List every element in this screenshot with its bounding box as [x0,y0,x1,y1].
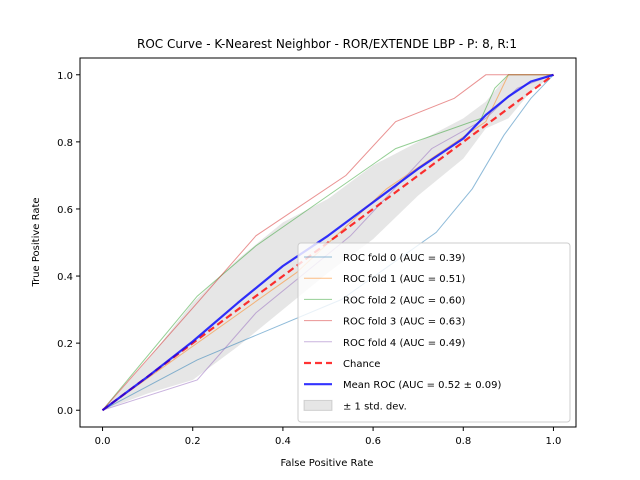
mean-roc-line [101,73,554,412]
legend: ROC fold 0 (AUC = 0.39) ROC fold 1 (AUC =… [297,242,571,423]
x-axis-ticks: 0.0 0.2 0.4 0.6 0.8 1.0 [95,427,562,447]
y-tick-label: 1.0 [57,71,73,82]
legend-entry-fold-3-label: ROC fold 3 (AUC = 0.63) [343,317,466,328]
x-tick-label: 0.6 [365,436,381,447]
x-tick-label: 1.0 [546,436,562,447]
legend-entry-chance-label: Chance [343,359,380,370]
roc-fold-0-line [102,74,554,411]
legend-entry-mean: Mean ROC (AUC = 0.52 ± 0.09) [304,380,501,391]
roc-fold-3-line [102,74,554,411]
legend-entry-fold-0-label: ROC fold 0 (AUC = 0.39) [343,253,466,264]
x-axis-label: False Positive Rate [281,458,374,469]
y-tick-label: 0.4 [57,272,73,283]
y-tick-label: 0.2 [57,339,73,350]
legend-entry-fold-4: ROC fold 4 (AUC = 0.49) [304,338,466,349]
legend-entry-chance: Chance [304,359,380,370]
x-tick-label: 0.0 [95,436,111,447]
chart-title: ROC Curve - K-Nearest Neighbor - ROR/EXT… [137,37,517,51]
roc-fold-2-line [102,74,554,411]
x-tick-label: 0.4 [275,436,291,447]
y-tick-label: 0.6 [57,205,73,216]
plot-frame [79,57,577,428]
legend-entry-fold-2-label: ROC fold 2 (AUC = 0.60) [343,295,466,306]
legend-entry-fold-2: ROC fold 2 (AUC = 0.60) [304,295,466,306]
y-axis-label: True Positive Rate [31,197,42,287]
legend-entry-std: ± 1 std. dev. [303,399,407,412]
y-tick-label: 0.0 [57,406,73,417]
y-axis-ticks: 0.0 0.2 0.4 0.6 0.8 1.0 [57,71,80,417]
legend-entry-fold-0: ROC fold 0 (AUC = 0.39) [304,253,466,264]
x-tick-label: 0.8 [455,436,471,447]
legend-entry-std-label: ± 1 std. dev. [343,401,407,412]
legend-entry-fold-4-label: ROC fold 4 (AUC = 0.49) [343,338,466,349]
x-tick-label: 0.2 [185,436,201,447]
legend-box [297,242,571,423]
legend-entry-fold-3: ROC fold 3 (AUC = 0.63) [304,317,466,328]
legend-entry-mean-label: Mean ROC (AUC = 0.52 ± 0.09) [343,380,501,391]
legend-entry-std-swatch [303,399,333,411]
y-tick-label: 0.8 [57,138,73,149]
legend-entry-fold-1-label: ROC fold 1 (AUC = 0.51) [343,274,466,285]
legend-entry-fold-1: ROC fold 1 (AUC = 0.51) [304,274,466,285]
